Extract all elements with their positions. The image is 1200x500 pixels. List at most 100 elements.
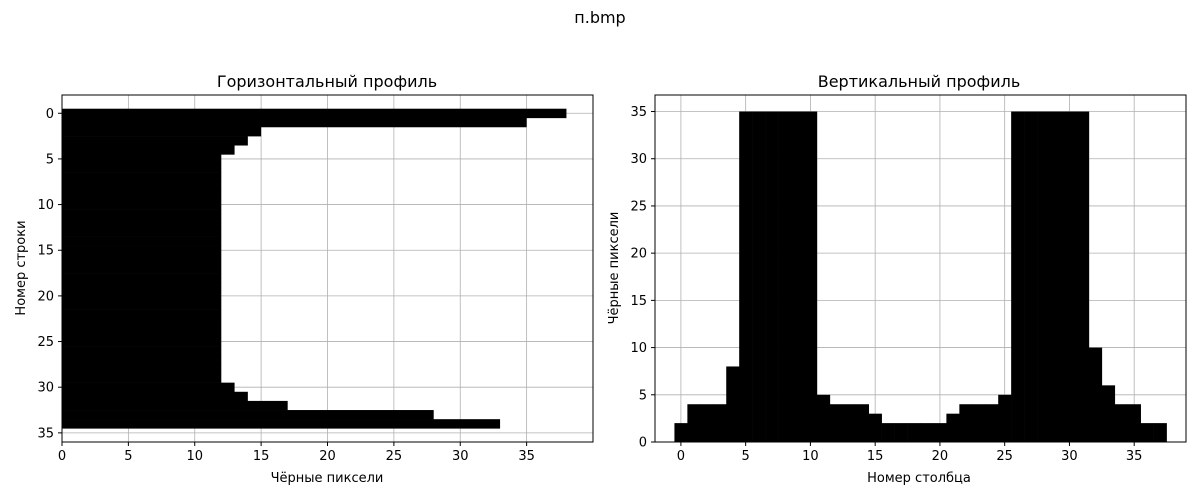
x-tick-label: 35	[518, 449, 535, 464]
x-tick-label: 10	[802, 449, 819, 464]
x-tick-label: 20	[932, 449, 949, 464]
x-tick-label: 10	[186, 449, 203, 464]
bar	[803, 111, 818, 443]
vertical-profile-xlabel: Номер столбца	[867, 471, 971, 486]
bar	[62, 227, 222, 237]
x-tick-label: 25	[996, 449, 1013, 464]
bar	[894, 423, 908, 442]
bar	[765, 111, 779, 443]
bar	[62, 108, 567, 119]
bar	[778, 111, 792, 443]
bar	[62, 245, 222, 256]
bar	[920, 423, 934, 442]
bar	[1153, 423, 1167, 442]
vertical-profile-ylabel: Чёрные пиксели	[607, 212, 622, 325]
bar	[842, 404, 857, 442]
bar	[985, 404, 999, 442]
bar	[946, 413, 960, 442]
y-tick-label: 25	[630, 199, 647, 214]
horizontal-profile-chart: Горизонтальный профиль 0 5 10 15 20 25 30 35 0 5…	[14, 72, 594, 486]
bar	[62, 300, 222, 310]
bar	[62, 318, 222, 329]
bar	[829, 404, 844, 442]
bar	[713, 404, 727, 442]
bar	[1024, 111, 1038, 443]
bar	[62, 282, 222, 292]
bar	[62, 263, 222, 274]
bar	[907, 423, 921, 442]
y-tick-label: 35	[37, 426, 54, 441]
bar	[881, 423, 895, 442]
bar	[687, 404, 701, 442]
y-tick-label: 10	[630, 341, 647, 356]
bar	[752, 111, 766, 443]
bar	[62, 291, 222, 301]
horizontal-profile-frame	[61, 94, 594, 443]
bar	[1075, 111, 1090, 443]
bar	[62, 410, 434, 420]
bar	[674, 423, 688, 442]
bar	[1011, 111, 1025, 443]
bar	[959, 404, 973, 442]
bar	[62, 355, 222, 365]
bar	[62, 181, 222, 192]
x-tick-label: 0	[677, 449, 685, 464]
x-tick-label: 20	[319, 449, 336, 464]
bar	[62, 117, 527, 128]
vertical-profile-chart: Вертикальный профиль 0 5 10 15 20 25 30 35 0 5 10…	[607, 72, 1187, 486]
bar	[62, 163, 222, 173]
bar	[933, 423, 947, 442]
bar	[1127, 404, 1141, 442]
bar	[62, 373, 222, 383]
bar	[62, 200, 222, 210]
y-tick-label: 30	[37, 381, 54, 396]
y-tick-label: 0	[639, 436, 647, 451]
x-tick-label: 15	[253, 449, 270, 464]
bar	[790, 111, 805, 443]
bar	[62, 209, 222, 219]
bar	[855, 404, 869, 442]
x-tick-label: 15	[867, 449, 884, 464]
y-tick-label: 5	[639, 388, 647, 403]
bar	[1140, 423, 1154, 442]
bar	[1062, 111, 1077, 443]
bar	[62, 236, 222, 246]
bar	[62, 309, 222, 320]
vertical-profile-x-ticks: 0 5 10 15 20 25 30 35	[677, 442, 1143, 464]
y-tick-label: 15	[630, 294, 647, 309]
bar	[1050, 111, 1064, 443]
figure-title: п.bmp	[574, 8, 626, 27]
bar	[972, 404, 986, 442]
bar	[998, 394, 1012, 442]
bar	[726, 366, 740, 442]
y-tick-label: 0	[46, 107, 54, 122]
bar	[62, 346, 222, 356]
bar	[62, 419, 501, 429]
bar	[1101, 385, 1116, 442]
bar	[62, 218, 222, 228]
bar	[700, 404, 714, 442]
y-tick-label: 20	[37, 289, 54, 304]
bar	[816, 394, 831, 442]
x-tick-label: 35	[1126, 449, 1143, 464]
bar	[62, 336, 222, 347]
x-tick-label: 30	[452, 449, 469, 464]
bar	[62, 364, 222, 374]
y-tick-label: 5	[46, 152, 54, 167]
horizontal-profile-ylabel: Номер строки	[14, 220, 29, 315]
y-tick-label: 20	[630, 247, 647, 262]
y-tick-label: 10	[37, 198, 54, 213]
x-tick-label: 25	[386, 449, 403, 464]
bar	[62, 391, 248, 402]
bar	[1088, 347, 1103, 442]
bar	[62, 190, 222, 201]
horizontal-profile-bars	[62, 108, 567, 429]
bar	[62, 145, 235, 155]
x-tick-label: 5	[742, 449, 750, 464]
bar	[62, 273, 222, 283]
vertical-profile-y-ticks: 0 5 10 15 20 25 30 35	[630, 105, 655, 451]
bar	[1037, 111, 1051, 443]
bar	[62, 172, 222, 183]
bar	[62, 154, 222, 164]
